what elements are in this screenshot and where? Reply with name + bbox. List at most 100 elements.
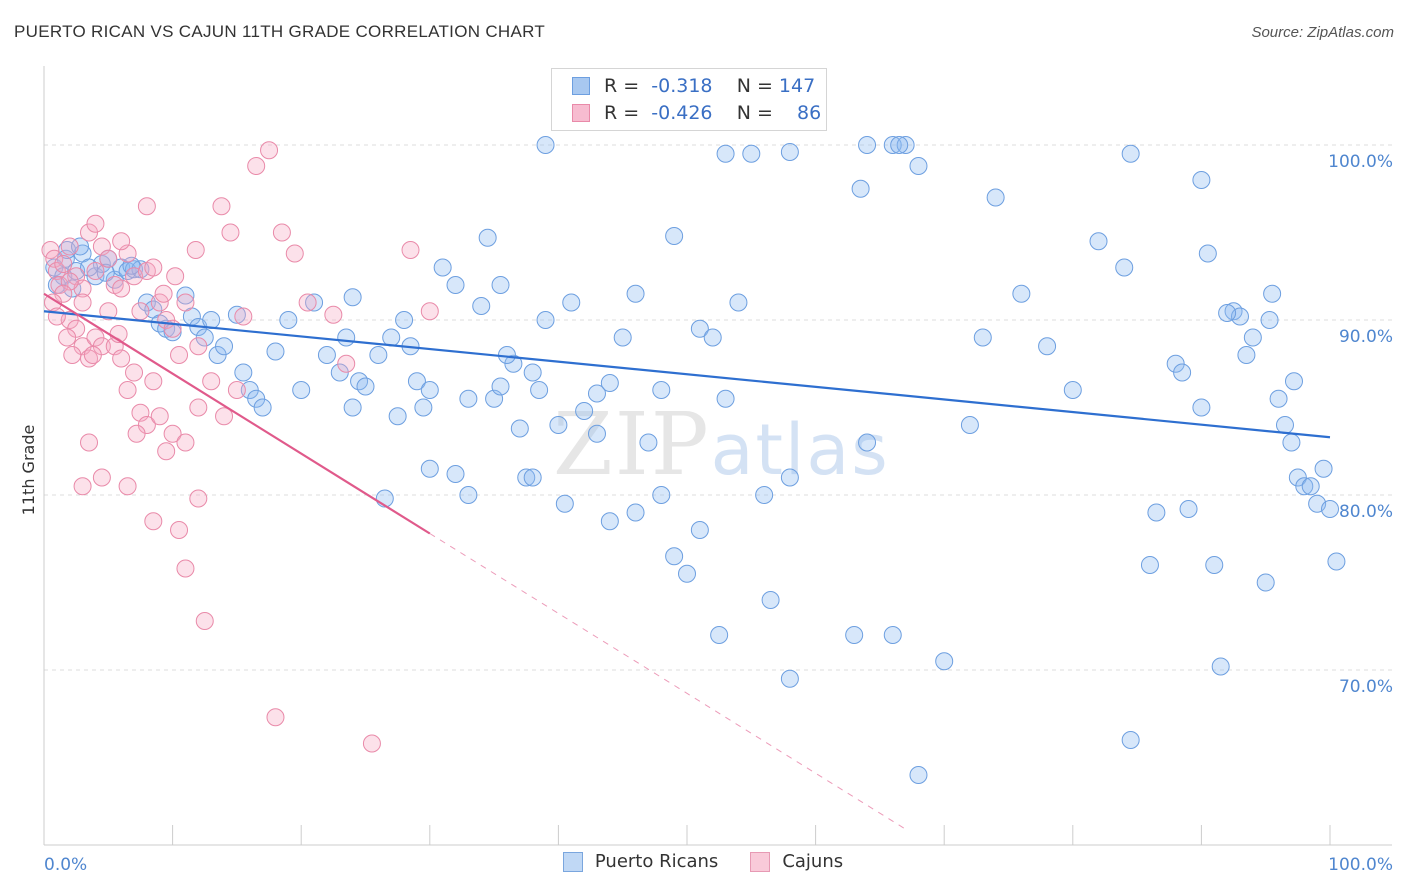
data-point [986,188,1005,207]
data-point [1198,244,1217,263]
data-points [41,136,1346,784]
data-point [253,398,272,417]
data-point [83,346,102,364]
data-point [472,297,491,315]
data-point [729,293,748,312]
watermark: ZIPatlas [553,395,890,495]
data-point [549,416,568,434]
data-point [909,766,928,784]
data-point [388,407,407,426]
data-point [305,293,324,312]
data-point [510,419,529,438]
data-point [1205,556,1224,574]
data-point [144,512,163,531]
data-point [780,143,799,161]
data-point [587,384,606,403]
data-point [163,424,182,443]
data-point [851,179,870,198]
data-point [459,389,478,408]
data-point [600,512,619,531]
watermark-atlas: atlas [710,409,890,491]
y-tick-label: 80.0% [1339,502,1393,522]
legend-box: R = -0.318 N = 147 R = -0.426 N = 86 [551,68,827,131]
data-point [626,284,645,303]
data-point [157,442,176,461]
data-point [690,319,709,338]
data-point [324,305,343,324]
data-point [1063,381,1082,399]
data-point [189,489,208,508]
data-point [1192,171,1211,189]
data-point [446,276,465,294]
data-point [266,708,285,727]
data-point [227,381,246,399]
data-point [382,328,401,347]
data-point [414,398,433,417]
data-point [356,377,375,396]
data-point [176,559,195,578]
data-point [523,363,542,382]
data-point [227,305,246,324]
data-point [575,402,594,420]
data-point [1243,328,1262,347]
data-point [491,377,510,396]
data-point [99,249,118,268]
data-point [1256,573,1275,592]
data-point [99,302,118,321]
data-point [60,237,79,256]
data-point [112,349,131,368]
data-point [395,311,414,329]
data-point [50,276,69,294]
data-point [1179,500,1198,518]
data-point [909,157,928,175]
legend-row-puerto-ricans: R = -0.318 N = 147 [572,73,815,99]
source-credit: Source: ZipAtlas.com [1251,24,1394,41]
data-point [298,293,317,312]
data-point [1147,503,1166,522]
data-point [317,346,336,364]
data-point [362,734,381,753]
data-point [780,669,799,688]
data-point [600,374,619,392]
data-point [170,521,189,539]
legend-n-value: 147 [778,75,816,97]
data-point [41,241,60,259]
legend-n-label: N = [736,75,773,97]
data-point [189,398,208,417]
data-point [1321,500,1339,518]
data-point [665,227,684,245]
data-point [80,433,99,452]
data-point [652,381,671,399]
data-point [1269,389,1288,408]
data-point [71,237,90,256]
data-point [1121,144,1140,163]
data-point [279,311,298,329]
data-point [292,381,311,399]
legend-n-value: 86 [797,102,822,124]
data-point [883,626,902,644]
data-point [137,197,156,216]
data-point [54,255,73,273]
data-point [63,346,82,364]
data-point [858,433,877,452]
data-point [523,468,542,487]
data-point [150,407,169,426]
data-point [1192,398,1211,417]
data-point [433,258,452,277]
y-tick-label: 70.0% [1339,677,1393,697]
data-point [536,136,555,154]
data-point [150,293,169,312]
data-point [127,424,146,443]
data-point [86,214,105,233]
data-point [562,293,581,312]
data-point [555,494,574,513]
data-point [491,276,510,294]
data-point [1284,372,1303,391]
bottom-legend-cajuns: Cajuns [750,851,843,872]
data-point [1301,477,1320,496]
data-point [47,307,66,326]
bottom-legend-swatch-puerto-ricans [562,851,583,872]
data-point [166,267,185,286]
axes [43,66,1392,846]
